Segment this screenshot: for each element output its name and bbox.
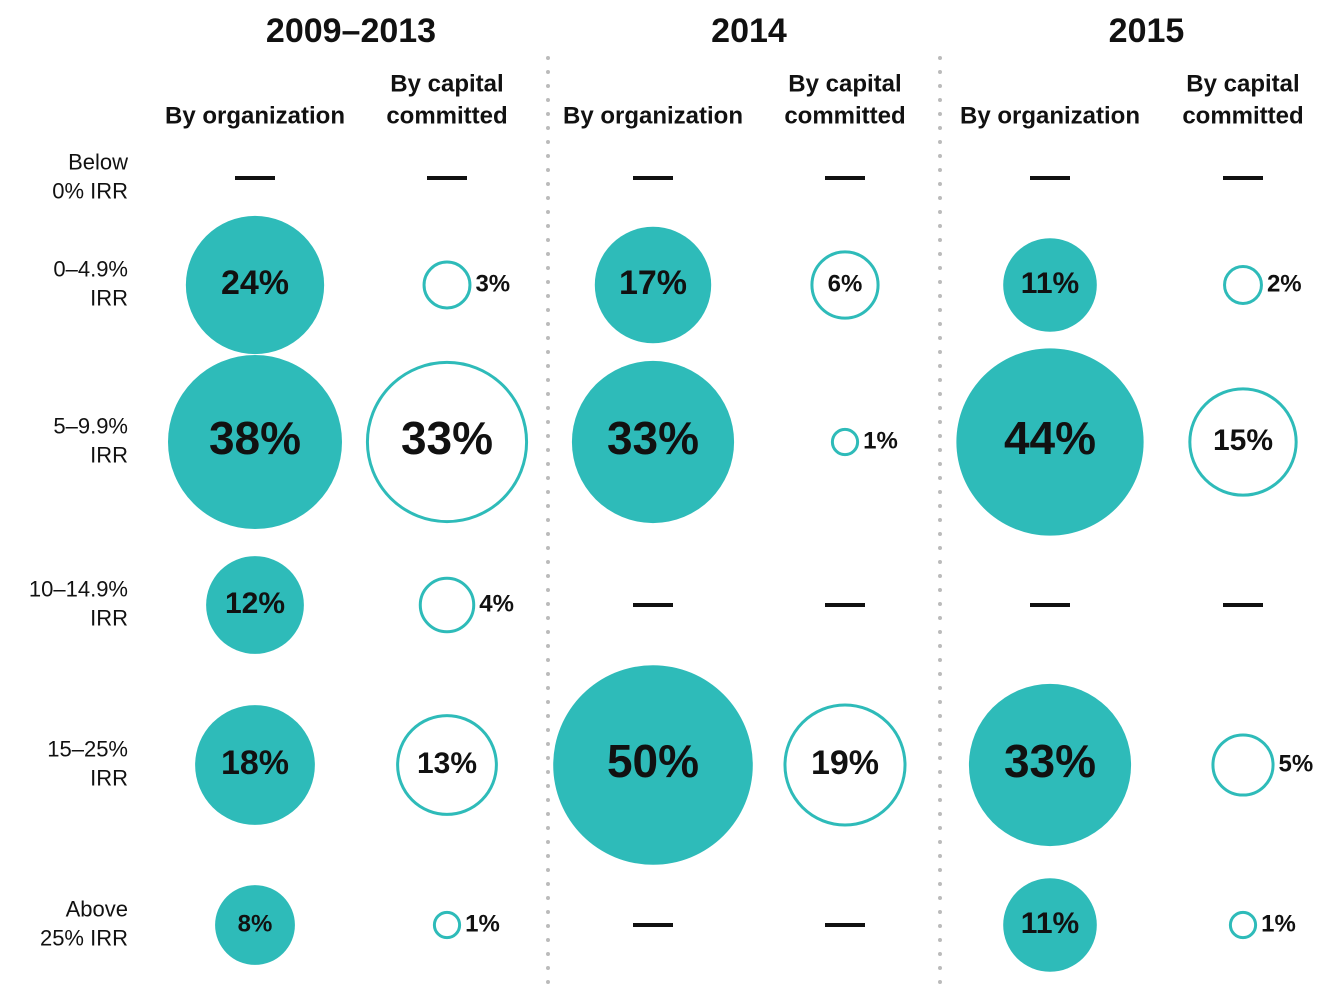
value-label: 50% [607, 735, 699, 787]
group-title: 2014 [711, 12, 787, 50]
column-header: committed [386, 102, 507, 129]
bubble [396, 714, 498, 816]
value-label: 13% [417, 747, 477, 780]
value-label: 1% [1261, 910, 1296, 937]
value-label: 5% [1279, 750, 1314, 777]
group-title: 2015 [1109, 12, 1185, 50]
dash: — [1030, 154, 1070, 198]
dash: — [825, 901, 865, 945]
value-label: 11% [1021, 907, 1079, 940]
value-label: 12% [225, 587, 285, 620]
bubble [956, 348, 1144, 536]
bubble [1003, 878, 1097, 972]
dash: — [633, 581, 673, 625]
bubble [422, 260, 472, 310]
row-label: 25% IRR [40, 925, 128, 950]
column-header: By organization [165, 102, 345, 129]
bubble [1211, 733, 1275, 797]
bubble [1188, 387, 1298, 497]
value-label: 33% [401, 412, 493, 464]
group-title: 2009–2013 [266, 12, 436, 50]
value-label: 8% [238, 910, 273, 937]
row-label: 0% IRR [52, 178, 128, 203]
value-label: 44% [1004, 412, 1096, 464]
bubble [1228, 910, 1258, 940]
value-label: 15% [1213, 424, 1273, 457]
value-label: 19% [811, 744, 879, 782]
bubble [783, 703, 907, 827]
bubble [195, 705, 315, 825]
value-label: 33% [1004, 735, 1096, 787]
bubble [1003, 238, 1097, 332]
dash: — [1223, 154, 1263, 198]
column-header: By capital [788, 70, 901, 97]
bubble [830, 427, 860, 457]
dash: — [235, 154, 275, 198]
column-header: By organization [563, 102, 743, 129]
bubble [365, 360, 529, 524]
column-header: By capital [390, 70, 503, 97]
dash: — [1030, 581, 1070, 625]
dash: — [825, 154, 865, 198]
value-label: 38% [209, 412, 301, 464]
value-label: 4% [479, 590, 514, 617]
row-label: IRR [90, 765, 128, 790]
bubble [553, 665, 753, 865]
bubble [571, 360, 735, 524]
dash: — [633, 901, 673, 945]
row-label: 0–4.9% [53, 256, 128, 281]
bubble [1223, 265, 1263, 305]
bubble [968, 683, 1132, 847]
value-label: 17% [619, 264, 687, 302]
column-header: committed [1182, 102, 1303, 129]
value-label: 1% [863, 427, 898, 454]
dash: — [825, 581, 865, 625]
value-label: 2% [1267, 270, 1302, 297]
row-label: 15–25% [47, 736, 128, 761]
dash: — [633, 154, 673, 198]
bubble [432, 910, 462, 940]
value-label: 18% [221, 744, 289, 782]
row-label: IRR [90, 285, 128, 310]
row-label: 10–14.9% [29, 576, 128, 601]
value-label: 3% [475, 270, 510, 297]
dash: — [1223, 581, 1263, 625]
row-label: Above [66, 896, 128, 921]
bubble [206, 556, 304, 654]
dash: — [427, 154, 467, 198]
row-label: 5–9.9% [53, 413, 128, 438]
bubble [418, 576, 476, 634]
row-label: Below [68, 149, 128, 174]
bubble [594, 226, 712, 344]
bubble [810, 250, 880, 320]
row-label: IRR [90, 442, 128, 467]
value-label: 6% [828, 270, 863, 297]
value-label: 11% [1021, 267, 1079, 300]
bubble [215, 885, 295, 965]
column-header: By capital [1186, 70, 1299, 97]
value-label: 33% [607, 412, 699, 464]
value-label: 24% [221, 264, 289, 302]
bubble [185, 215, 325, 355]
column-header: By organization [960, 102, 1140, 129]
value-label: 1% [465, 910, 500, 937]
row-label: IRR [90, 605, 128, 630]
bubble [168, 355, 342, 529]
column-header: committed [784, 102, 905, 129]
